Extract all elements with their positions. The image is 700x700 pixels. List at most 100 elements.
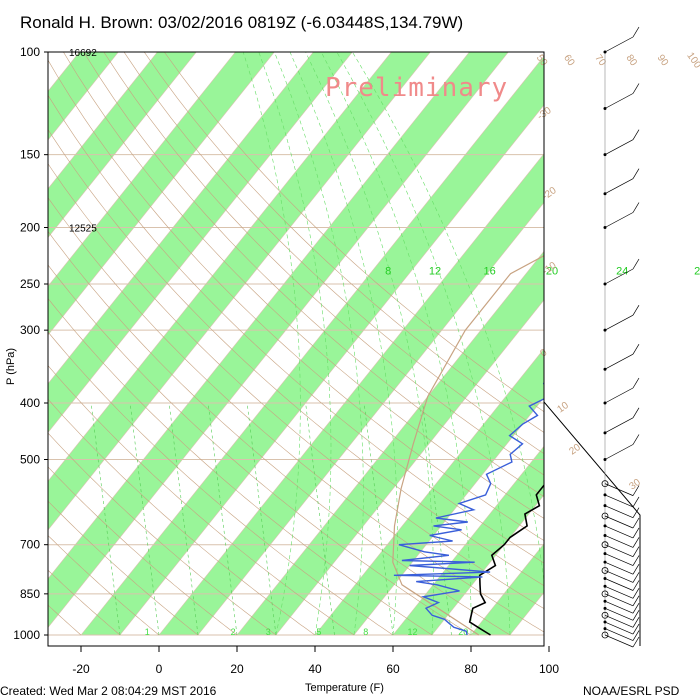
wind-barb — [601, 480, 640, 496]
wind-barb — [603, 533, 640, 548]
barb-feather — [632, 485, 640, 496]
wind-barb — [603, 504, 640, 518]
parcel-curve — [392, 254, 544, 636]
dry-adiabat-label: 60 — [561, 53, 577, 69]
isotherm-line — [48, 52, 275, 336]
mixing-ratio-line — [90, 402, 121, 636]
barb-shaft — [604, 614, 634, 628]
dry-adiabat-line — [48, 59, 544, 541]
wind-barb — [603, 168, 640, 196]
band-label: 10 — [555, 400, 571, 416]
barb-shaft — [604, 178, 634, 194]
wind-barb — [603, 552, 640, 566]
dry-adiabat-line — [48, 128, 544, 587]
isotherm-line — [48, 52, 392, 482]
barb-shaft — [604, 578, 634, 591]
wind-barb — [603, 377, 640, 405]
barb-feather — [632, 603, 640, 614]
y-axis-label: P (hPa) — [5, 348, 17, 385]
moist-adiabat-line — [336, 52, 511, 636]
barb-shaft — [604, 600, 634, 614]
wet-bulb-label: 8 — [363, 627, 368, 637]
barb-feather — [632, 630, 640, 641]
calm-circle — [601, 480, 609, 488]
isotherm-line — [314, 348, 544, 636]
barb-feather — [632, 434, 640, 445]
wind-barb — [601, 541, 640, 558]
y-tick-label: 500 — [20, 452, 40, 466]
barb-feather — [632, 507, 640, 518]
dry-adiabat-line — [48, 94, 544, 564]
barb-feather — [632, 546, 640, 557]
barb-shaft — [604, 515, 634, 529]
dry-adiabat-line — [48, 230, 511, 636]
barb-shaft — [604, 553, 634, 566]
dry-adiabat-line — [48, 163, 544, 610]
barb-shaft — [604, 585, 634, 599]
barb-feather — [632, 588, 640, 599]
chart-title: Ronald H. Brown: 03/02/2016 0819Z (-6.03… — [20, 13, 463, 32]
band-label: 30 — [627, 477, 643, 493]
mixing-ratio-lines — [90, 402, 452, 636]
height-label: 16692 — [69, 48, 97, 59]
y-tick-label: 300 — [20, 323, 40, 337]
wind-barb — [603, 202, 640, 230]
barb-feather — [632, 168, 640, 179]
green-band — [627, 52, 700, 635]
y-tick-label: 100 — [20, 45, 40, 59]
isotherm-line — [392, 445, 544, 636]
wind-barb — [603, 524, 640, 539]
footer-created: Created: Wed Mar 2 08:04:29 MST 2016 — [0, 684, 217, 698]
barb-shaft — [604, 36, 634, 53]
isotherm-line — [197, 202, 544, 636]
y-tick-label: 250 — [20, 277, 40, 291]
mixing-ratio-line — [305, 402, 335, 636]
dry-adiabat-line — [48, 331, 394, 636]
isotherm-line — [0, 52, 1, 635]
barb-feather — [632, 26, 640, 38]
wind-barb — [603, 304, 640, 332]
x-axis-label: Temperature (F) — [305, 682, 384, 694]
band-label: 20 — [567, 442, 583, 458]
mixing-ratio-line — [207, 402, 238, 636]
x-tick-label: -20 — [72, 662, 90, 676]
isotherm-line — [48, 52, 470, 580]
isotherm-line — [275, 299, 544, 636]
wind-barb — [603, 26, 640, 54]
barb-feather — [632, 377, 640, 389]
barb-feather — [632, 572, 640, 583]
barb-shaft — [604, 483, 634, 496]
barb-shaft — [604, 535, 634, 548]
barb-feather — [632, 555, 640, 566]
barb-feather — [632, 496, 640, 508]
wind-barb — [603, 129, 640, 157]
wind-barb — [603, 606, 640, 621]
wind-barb — [601, 611, 640, 628]
dry-adiabat-line — [48, 500, 199, 636]
dry-adiabat-line — [48, 365, 355, 636]
dry-adiabat-line — [164, 52, 544, 413]
isotherm-line — [48, 52, 509, 628]
height-label: 12525 — [69, 224, 97, 235]
mixing-ratio-line — [129, 402, 160, 636]
moist-adiabat-lines — [242, 52, 544, 636]
wet-bulb-label: 5 — [316, 627, 321, 637]
preliminary-watermark: Preliminary — [325, 73, 508, 103]
barb-feather — [632, 83, 640, 94]
barb-feather — [632, 258, 640, 270]
barb-shaft — [604, 268, 634, 285]
dry-adiabat-line — [48, 466, 238, 636]
isotherm-line — [48, 52, 236, 287]
mixing-ratio-line — [422, 402, 452, 636]
barb-shaft — [604, 525, 634, 539]
wet-bulb-label: 3 — [266, 627, 271, 637]
isotherm-line — [48, 52, 314, 385]
wind-barb — [603, 584, 640, 599]
calm-circle — [601, 611, 609, 619]
barb-feather — [632, 563, 640, 575]
moist-adiabat-line — [289, 52, 398, 636]
wet-bulb-label: 12 — [407, 627, 417, 637]
dry-adiabat-line — [103, 52, 544, 476]
isotherm-line — [48, 52, 431, 531]
